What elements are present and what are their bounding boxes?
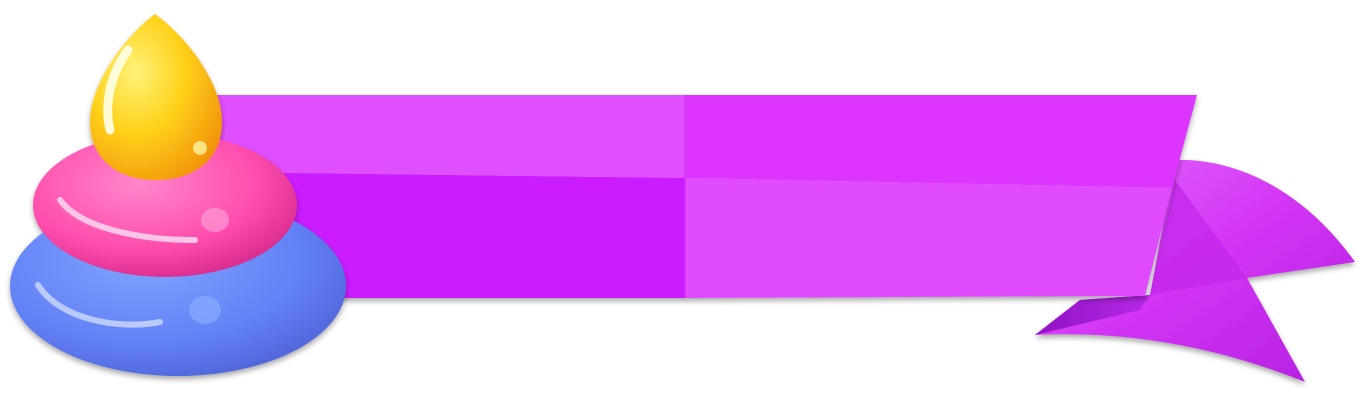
candy-stack-icon: [10, 14, 346, 376]
ribbon-tail: [1035, 159, 1355, 382]
ribbon-band: [215, 95, 1197, 298]
